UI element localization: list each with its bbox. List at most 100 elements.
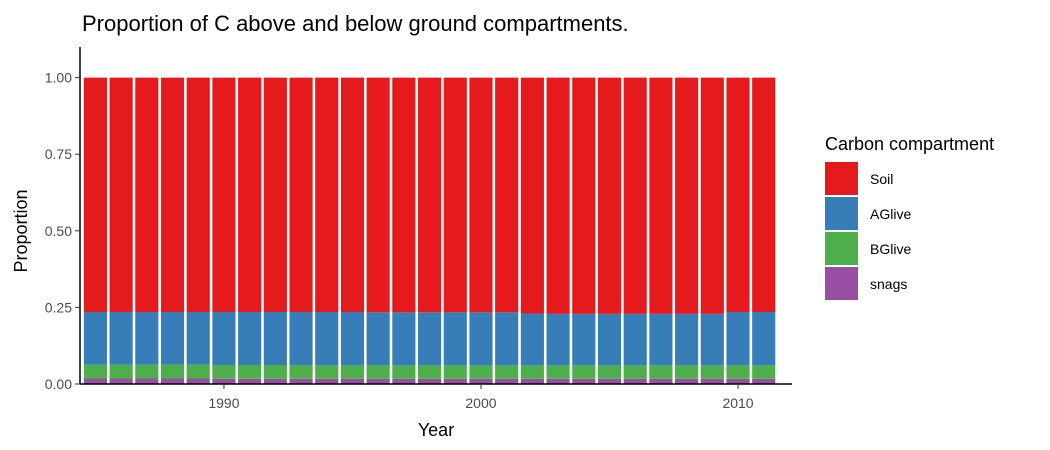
- x-tick-label: 2000: [465, 395, 496, 411]
- bar-snags-1987: [135, 378, 159, 384]
- bar-aglive-1987: [135, 312, 159, 365]
- bar-snags-1998: [418, 378, 442, 384]
- bar-bglive-2008: [675, 365, 699, 379]
- bar-bglive-1995: [340, 365, 365, 379]
- bar-snags-1997: [392, 378, 416, 384]
- bar-bglive-2009: [700, 365, 724, 379]
- bar-aglive-1998: [418, 312, 442, 366]
- bar-soil-2000: [469, 77, 493, 313]
- bar-snags-1985: [83, 378, 107, 384]
- bar-soil-2010: [726, 77, 750, 313]
- bar-bglive-1998: [418, 365, 442, 379]
- y-tick-label: 0.00: [45, 376, 72, 392]
- x-axis-title: Year: [418, 420, 454, 440]
- legend-title: Carbon compartment: [825, 134, 994, 154]
- bar-snags-1994: [315, 378, 339, 384]
- bar-bglive-2001: [495, 365, 519, 379]
- bar-aglive-1999: [443, 312, 467, 366]
- bar-soil-1996: [366, 77, 390, 313]
- bar-aglive-1996: [366, 312, 390, 366]
- bar-soil-1997: [392, 77, 416, 313]
- legend-key-bglive: [825, 232, 858, 265]
- bar-aglive-1990: [212, 312, 236, 365]
- y-tick-label: 0.50: [45, 223, 72, 239]
- bar-snags-1992: [263, 378, 287, 384]
- bar-aglive-2000: [469, 312, 493, 366]
- bar-bglive-2011: [752, 365, 776, 379]
- bar-snags-1991: [238, 378, 262, 384]
- bar-bglive-1991: [238, 365, 262, 379]
- bar-soil-2006: [623, 77, 647, 314]
- bar-soil-1993: [289, 77, 313, 313]
- bar-bglive-1989: [186, 364, 210, 379]
- bar-soil-2001: [495, 77, 519, 313]
- bar-aglive-1988: [160, 312, 185, 365]
- y-tick-label: 1.00: [45, 70, 72, 86]
- bar-snags-2010: [726, 378, 750, 384]
- bar-soil-2003: [546, 77, 570, 314]
- bar-snags-1988: [160, 378, 185, 384]
- bar-bglive-1985: [83, 364, 107, 379]
- bar-snags-2005: [597, 378, 622, 384]
- y-tick-label: 0.75: [45, 146, 72, 162]
- bar-snags-2009: [700, 378, 724, 384]
- bar-snags-1999: [443, 378, 467, 384]
- bar-snags-1995: [340, 378, 365, 384]
- bar-snags-2001: [495, 378, 519, 384]
- bar-aglive-2003: [546, 313, 570, 366]
- bar-bglive-1992: [263, 365, 287, 379]
- tick-labels: 0.00 0.25 0.50 0.75 1.00 1990 2000 2010: [45, 70, 754, 411]
- bar-aglive-1992: [263, 312, 287, 365]
- bar-bglive-2000: [469, 365, 493, 379]
- bar-aglive-2002: [520, 313, 544, 366]
- bar-aglive-2008: [675, 313, 699, 366]
- bar-bglive-1990: [212, 365, 236, 379]
- bar-aglive-2011: [752, 312, 776, 366]
- bar-soil-1999: [443, 77, 467, 313]
- bar-soil-1988: [160, 77, 185, 313]
- bar-aglive-1994: [315, 312, 339, 366]
- bar-snags-1990: [212, 378, 236, 384]
- bar-bglive-2003: [546, 365, 570, 379]
- bar-soil-1989: [186, 77, 210, 313]
- bar-snags-1986: [109, 378, 133, 384]
- bar-soil-1994: [315, 77, 339, 313]
- x-tick-label: 1990: [208, 395, 239, 411]
- bar-bglive-2005: [597, 365, 622, 379]
- bar-soil-2009: [700, 77, 724, 314]
- bar-snags-2008: [675, 378, 699, 384]
- bar-aglive-1989: [186, 312, 210, 365]
- legend-label-bglive: BGlive: [870, 241, 911, 257]
- bar-soil-1995: [340, 77, 365, 313]
- bar-bglive-1996: [366, 365, 390, 379]
- bar-bglive-2007: [649, 365, 673, 379]
- bar-snags-2004: [572, 378, 596, 384]
- legend-label-snags: snags: [870, 276, 907, 292]
- bar-bglive-1988: [160, 364, 185, 379]
- bar-aglive-1993: [289, 312, 313, 366]
- bar-bglive-2004: [572, 365, 596, 379]
- legend-key-soil: [825, 162, 858, 195]
- bar-layer: [83, 77, 776, 384]
- bar-bglive-1999: [443, 365, 467, 379]
- bar-aglive-2006: [623, 313, 647, 366]
- bar-soil-2005: [597, 77, 622, 314]
- legend-key-snags: [825, 267, 858, 300]
- bar-soil-1990: [212, 77, 236, 313]
- bar-soil-2002: [520, 77, 544, 314]
- bar-bglive-1987: [135, 364, 159, 379]
- y-tick-label: 0.25: [45, 299, 72, 315]
- bar-aglive-2007: [649, 313, 673, 366]
- bar-aglive-2004: [572, 313, 596, 366]
- chart-title: Proportion of C above and below ground c…: [82, 11, 629, 36]
- bar-aglive-2001: [495, 312, 519, 366]
- bar-soil-1998: [418, 77, 442, 313]
- bar-soil-2004: [572, 77, 596, 314]
- x-tick-label: 2010: [722, 395, 753, 411]
- bar-aglive-2009: [700, 313, 724, 366]
- legend-label-soil: Soil: [870, 171, 893, 187]
- y-axis-title: Proportion: [11, 189, 31, 272]
- bar-aglive-1997: [392, 312, 416, 366]
- bar-soil-1991: [238, 77, 262, 313]
